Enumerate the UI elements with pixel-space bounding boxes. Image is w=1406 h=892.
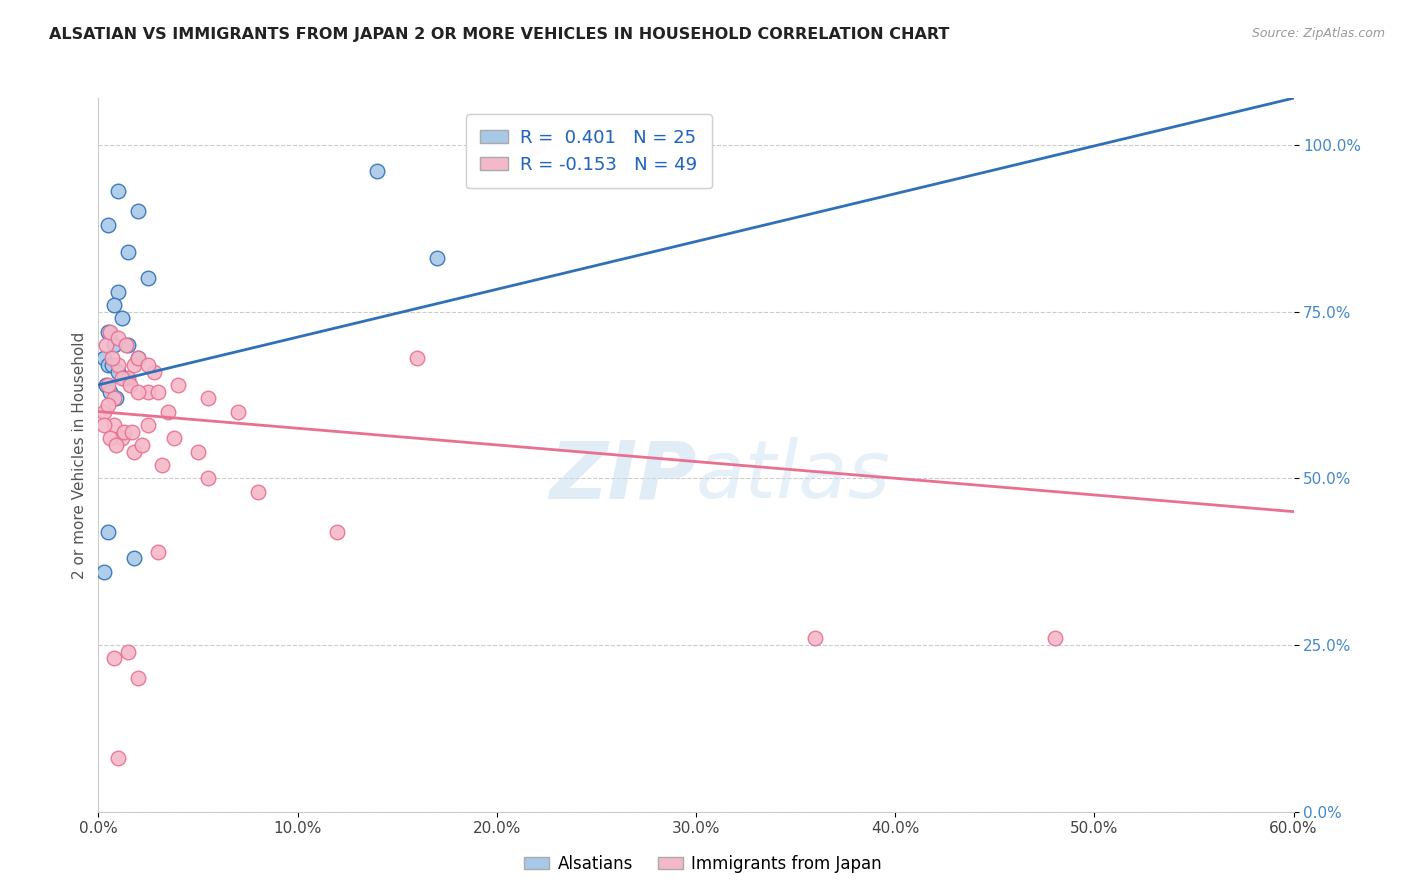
Point: [103, 417, 125, 432]
Point: [103, 391, 125, 405]
Point: [326, 524, 349, 539]
Point: [111, 431, 134, 445]
Point: [366, 164, 388, 178]
Point: [103, 651, 125, 665]
Point: [127, 384, 149, 399]
Point: [148, 544, 170, 558]
Point: [107, 331, 129, 345]
Point: [127, 204, 149, 219]
Point: [101, 351, 124, 366]
Text: atlas: atlas: [696, 437, 891, 516]
Point: [136, 417, 159, 432]
Y-axis label: 2 or more Vehicles in Household: 2 or more Vehicles in Household: [72, 331, 87, 579]
Point: [1043, 632, 1066, 646]
Point: [124, 358, 146, 372]
Point: [96, 338, 118, 352]
Point: [117, 244, 139, 259]
Point: [143, 365, 166, 379]
Point: [120, 377, 142, 392]
Point: [105, 391, 128, 405]
Point: [107, 285, 129, 299]
Point: [197, 471, 219, 485]
Point: [93, 351, 115, 366]
Point: [101, 358, 124, 372]
Point: [127, 351, 149, 366]
Point: [107, 358, 129, 372]
Text: Source: ZipAtlas.com: Source: ZipAtlas.com: [1251, 27, 1385, 40]
Point: [131, 438, 153, 452]
Point: [124, 551, 146, 566]
Point: [157, 404, 180, 418]
Point: [226, 404, 249, 418]
Point: [163, 431, 186, 445]
Point: [107, 365, 129, 379]
Point: [98, 325, 122, 339]
Point: [197, 391, 219, 405]
Point: [124, 444, 146, 458]
Point: [406, 351, 429, 366]
Point: [117, 645, 139, 659]
Point: [107, 185, 129, 199]
Point: [121, 425, 143, 439]
Point: [136, 384, 159, 399]
Point: [804, 632, 827, 646]
Point: [93, 417, 115, 432]
Point: [97, 524, 120, 539]
Point: [97, 358, 120, 372]
Point: [97, 377, 120, 392]
Point: [117, 371, 139, 385]
Point: [97, 398, 120, 412]
Point: [97, 218, 120, 232]
Point: [93, 404, 115, 418]
Point: [127, 351, 149, 366]
Point: [246, 484, 269, 499]
Point: [111, 371, 134, 385]
Point: [150, 458, 173, 472]
Legend: R =  0.401   N = 25, R = -0.153   N = 49: R = 0.401 N = 25, R = -0.153 N = 49: [465, 114, 711, 188]
Point: [167, 377, 190, 392]
Point: [103, 298, 125, 312]
Point: [97, 325, 120, 339]
Text: ALSATIAN VS IMMIGRANTS FROM JAPAN 2 OR MORE VEHICLES IN HOUSEHOLD CORRELATION CH: ALSATIAN VS IMMIGRANTS FROM JAPAN 2 OR M…: [49, 27, 949, 42]
Point: [98, 431, 122, 445]
Point: [111, 311, 134, 326]
Point: [148, 384, 170, 399]
Point: [117, 338, 139, 352]
Legend: Alsatians, Immigrants from Japan: Alsatians, Immigrants from Japan: [517, 848, 889, 880]
Point: [426, 251, 449, 265]
Text: ZIP: ZIP: [548, 437, 696, 516]
Point: [93, 565, 115, 579]
Point: [112, 425, 135, 439]
Point: [98, 384, 122, 399]
Point: [187, 444, 209, 458]
Point: [127, 671, 149, 685]
Point: [112, 371, 135, 385]
Point: [107, 751, 129, 765]
Point: [103, 338, 125, 352]
Point: [96, 377, 118, 392]
Point: [136, 358, 159, 372]
Point: [105, 438, 128, 452]
Point: [115, 338, 138, 352]
Point: [526, 137, 548, 152]
Point: [136, 271, 159, 285]
